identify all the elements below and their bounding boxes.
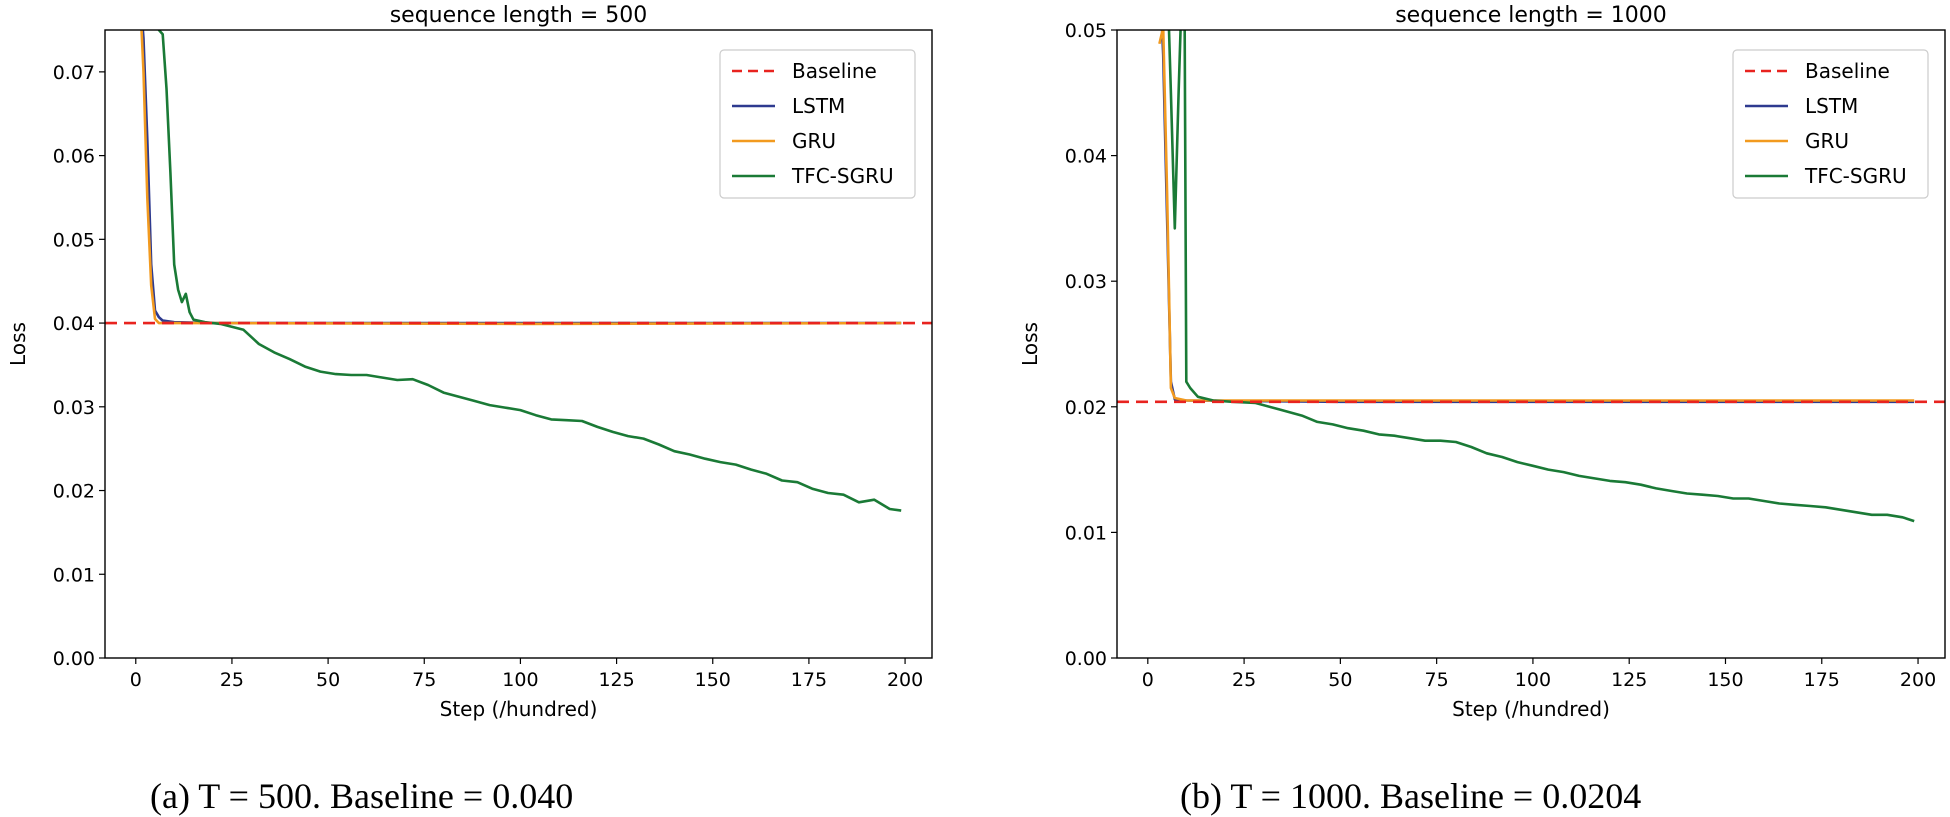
- x-tick-label: 0: [130, 669, 142, 691]
- y-tick-label: 0.01: [1065, 522, 1107, 544]
- caption-b: (b) T = 1000. Baseline = 0.0204: [1180, 776, 1642, 816]
- x-tick-label: 25: [1232, 669, 1256, 691]
- x-tick-label: 0: [1142, 669, 1154, 691]
- legend-label: GRU: [792, 129, 836, 153]
- caption-a: (a) T = 500. Baseline = 0.040: [150, 776, 574, 816]
- y-axis-label: Loss: [1018, 322, 1042, 366]
- chart-title: sequence length = 500: [390, 3, 648, 28]
- y-tick-label: 0.01: [53, 564, 95, 586]
- x-tick-label: 50: [316, 669, 340, 691]
- legend-label: GRU: [1805, 129, 1849, 153]
- x-tick-label: 200: [887, 669, 923, 691]
- x-tick-label: 175: [791, 669, 827, 691]
- y-tick-label: 0.04: [1065, 146, 1107, 168]
- x-tick-label: 75: [1425, 669, 1449, 691]
- x-axis-label: Step (/hundred): [1452, 697, 1610, 721]
- y-tick-label: 0.03: [53, 397, 95, 419]
- y-tick-label: 0.02: [1065, 397, 1107, 419]
- chart-2: sequence length = 1000 0 25 50 75 100 125 150 17…: [1018, 3, 1946, 721]
- legend: Baseline LSTM GRU TFC-SGRU: [1732, 49, 1929, 199]
- x-tick-label: 100: [1515, 669, 1551, 691]
- y-tick-label: 0.04: [53, 313, 95, 335]
- legend-label: TFC-SGRU: [1804, 164, 1907, 188]
- legend-label: TFC-SGRU: [791, 164, 894, 188]
- legend-box: [719, 49, 916, 199]
- series-line-tfc-sgru: [157, 30, 902, 512]
- series-line-tfc-sgru: [1167, 30, 1915, 523]
- legend-box: [1732, 49, 1929, 199]
- y-tick-label: 0.02: [53, 481, 95, 503]
- x-tick-label: 75: [412, 669, 436, 691]
- y-axis-label: Loss: [6, 322, 30, 366]
- x-tick-label: 125: [1611, 669, 1647, 691]
- y-tick-label: 0.05: [53, 229, 95, 251]
- plot-frame: [1116, 29, 1946, 659]
- legend-label: LSTM: [792, 94, 845, 118]
- plot-frame: [104, 29, 933, 659]
- x-tick-label: 150: [695, 669, 731, 691]
- x-tick-label: 200: [1900, 669, 1936, 691]
- legend: Baseline LSTM GRU TFC-SGRU: [719, 49, 916, 199]
- legend-label: Baseline: [792, 59, 877, 83]
- series-line-gru: [1158, 30, 1915, 402]
- y-tick-label: 0.07: [53, 62, 95, 84]
- x-tick-label: 100: [502, 669, 538, 691]
- y-tick-label: 0.06: [53, 146, 95, 168]
- legend-label: LSTM: [1805, 94, 1858, 118]
- x-tick-label: 25: [220, 669, 244, 691]
- x-axis-label: Step (/hundred): [440, 697, 598, 721]
- x-tick-label: 150: [1707, 669, 1743, 691]
- legend-label: Baseline: [1805, 59, 1890, 83]
- y-tick-label: 0.00: [1065, 648, 1107, 670]
- x-tick-label: 125: [598, 669, 634, 691]
- chart-title: sequence length = 1000: [1395, 3, 1667, 28]
- y-tick-label: 0.05: [1065, 20, 1107, 42]
- x-tick-label: 50: [1328, 669, 1352, 691]
- x-tick-label: 175: [1804, 669, 1840, 691]
- y-tick-label: 0.00: [53, 648, 95, 670]
- chart-1: sequence length = 500 0 25 50 75 100 125 150 175…: [6, 3, 933, 721]
- y-tick-label: 0.03: [1065, 271, 1107, 293]
